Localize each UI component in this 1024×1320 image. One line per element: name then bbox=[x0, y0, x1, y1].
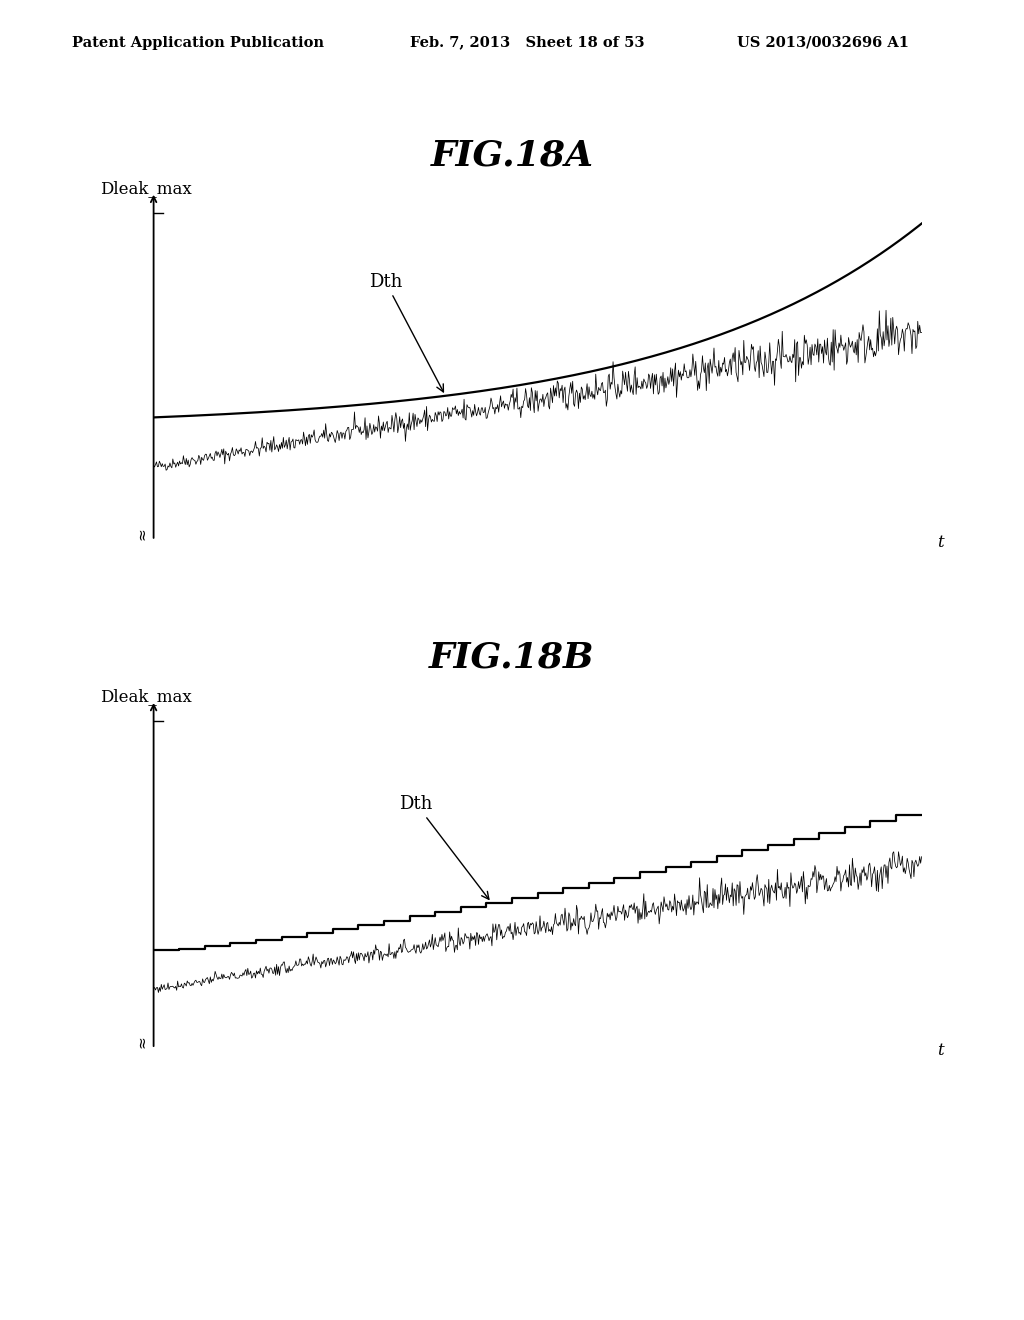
Text: FIG.18B: FIG.18B bbox=[429, 640, 595, 675]
Text: ≈: ≈ bbox=[134, 1035, 150, 1048]
Text: FIG.18A: FIG.18A bbox=[430, 139, 594, 173]
Text: Dth: Dth bbox=[399, 795, 488, 899]
Text: ≈: ≈ bbox=[134, 527, 150, 540]
Text: Dleak_max: Dleak_max bbox=[99, 180, 191, 197]
Text: Feb. 7, 2013   Sheet 18 of 53: Feb. 7, 2013 Sheet 18 of 53 bbox=[410, 36, 644, 50]
Text: US 2013/0032696 A1: US 2013/0032696 A1 bbox=[737, 36, 909, 50]
Text: t: t bbox=[937, 1043, 943, 1059]
Text: Dth: Dth bbox=[369, 272, 443, 392]
Text: Dleak_max: Dleak_max bbox=[99, 688, 191, 705]
Text: t: t bbox=[937, 535, 943, 550]
Text: Patent Application Publication: Patent Application Publication bbox=[72, 36, 324, 50]
